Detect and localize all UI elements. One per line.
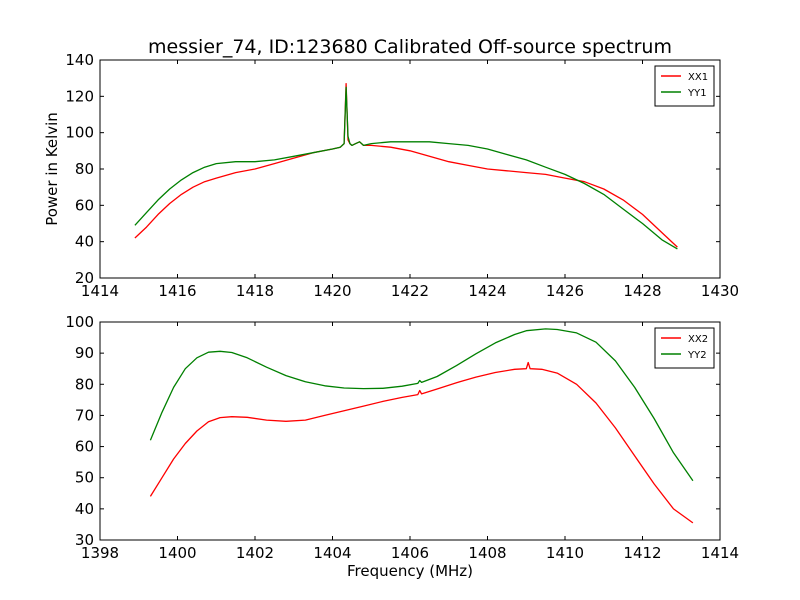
top-plot-x-tick-label: 1424 bbox=[468, 282, 506, 300]
bottom-plot-y-tick-label: 40 bbox=[75, 500, 94, 518]
top-plot-y-tick-label: 20 bbox=[75, 269, 94, 287]
bottom-plot-x-axis-label: Frequency (MHz) bbox=[347, 562, 473, 580]
bottom-plot-y-tick-label: 90 bbox=[75, 344, 94, 362]
bottom-plot-x-tick-label: 1400 bbox=[158, 544, 196, 562]
top-plot-x-tick-label: 1418 bbox=[236, 282, 274, 300]
bottom-plot-y-tick-label: 70 bbox=[75, 406, 94, 424]
figure-title: messier_74, ID:123680 Calibrated Off-sou… bbox=[148, 36, 672, 58]
bottom-plot-series-xx2-line bbox=[149, 361, 694, 524]
top-plot-legend-label-xx1: XX1 bbox=[688, 72, 708, 83]
bottom-plot-x-tick-label: 1404 bbox=[313, 544, 351, 562]
bottom-plot-x-tick-label: 1408 bbox=[468, 544, 506, 562]
bottom-plot-y-tick-label: 50 bbox=[75, 469, 94, 487]
top-plot-x-tick-label: 1414 bbox=[81, 282, 119, 300]
bottom-plot-x-tick-label: 1412 bbox=[623, 544, 661, 562]
bottom-plot-x-tick-label: 1402 bbox=[236, 544, 274, 562]
bottom-plot-y-tick-label: 100 bbox=[65, 313, 94, 331]
top-plot-x-tick-label: 1416 bbox=[158, 282, 196, 300]
bottom-plot-series-yy2-line bbox=[149, 328, 694, 482]
top-plot-series-yy1-line bbox=[134, 86, 678, 250]
bottom-plot-legend-label-yy2: YY2 bbox=[687, 350, 707, 361]
bottom-plot-y-tick-label: 30 bbox=[75, 531, 94, 549]
bottom-plot-x-tick-label: 1406 bbox=[391, 544, 429, 562]
top-plot-y-tick-label: 100 bbox=[65, 124, 94, 142]
top-plot-y-tick-label: 140 bbox=[65, 51, 94, 69]
bottom-plot-x-tick-label: 1410 bbox=[546, 544, 584, 562]
bottom-plot-legend-box bbox=[654, 327, 715, 369]
top-plot-x-tick-label: 1430 bbox=[701, 282, 739, 300]
top-plot-y-tick-label: 60 bbox=[75, 196, 94, 214]
top-plot-legend-label-yy1: YY1 bbox=[687, 88, 707, 99]
top-plot-x-tick-label: 1422 bbox=[391, 282, 429, 300]
top-plot-x-tick-label: 1426 bbox=[546, 282, 584, 300]
bottom-plot-x-tick-label: 1414 bbox=[701, 544, 739, 562]
top-plot-y-tick-label: 40 bbox=[75, 233, 94, 251]
bottom-plot-legend-label-xx2: XX2 bbox=[688, 334, 708, 345]
top-plot-axes-frame bbox=[99, 59, 721, 279]
top-plot-series-xx1-line bbox=[134, 82, 678, 248]
bottom-plot-y-tick-label: 60 bbox=[75, 438, 94, 456]
top-plot: Power in Kelvin 1414 1416 1418 1420 1422 1424… bbox=[43, 51, 739, 300]
top-plot-y-tick-label: 80 bbox=[75, 160, 94, 178]
top-plot-legend-box bbox=[654, 65, 715, 107]
top-plot-y-tick-label: 120 bbox=[65, 87, 94, 105]
bottom-plot: Frequency (MHz) 1398 1400 1402 1404 1406 1408… bbox=[65, 313, 739, 580]
bottom-plot-y-tick-label: 80 bbox=[75, 375, 94, 393]
bottom-plot-x-tick-label: 1398 bbox=[81, 544, 119, 562]
bottom-plot-axes-frame bbox=[99, 321, 721, 541]
top-plot-x-tick-label: 1420 bbox=[313, 282, 351, 300]
top-plot-x-tick-label: 1428 bbox=[623, 282, 661, 300]
top-plot-y-axis-label: Power in Kelvin bbox=[43, 112, 61, 226]
